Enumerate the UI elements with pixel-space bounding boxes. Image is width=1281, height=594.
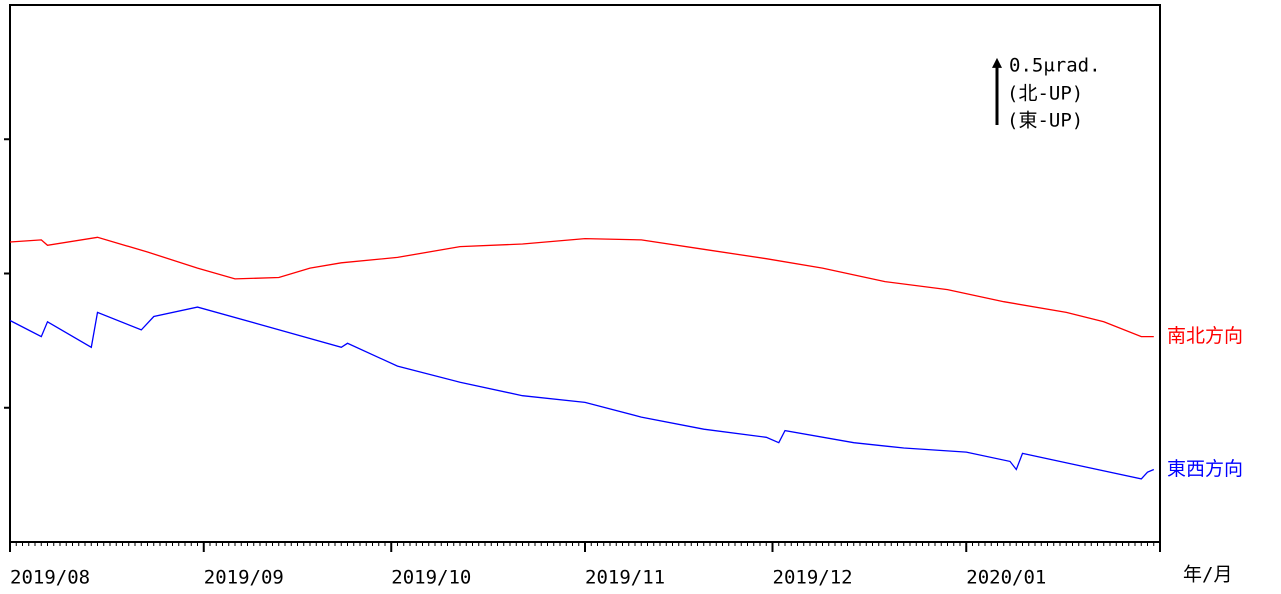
series-line (9, 236, 1154, 338)
scale-label: 0.5μrad. (1009, 54, 1101, 76)
x-tick-label: 2019/11 (585, 567, 665, 589)
series-line (9, 306, 1155, 480)
annotation: (北-UP) (1007, 82, 1083, 104)
scale-arrowhead (992, 57, 1002, 68)
x-axis-label: 年/月 (1183, 564, 1232, 586)
x-tick-label: 2019/12 (773, 567, 853, 589)
annotation: (東-UP) (1007, 109, 1083, 131)
series-label: 南北方向 (1167, 325, 1243, 347)
x-tick-label: 2019/09 (204, 567, 284, 589)
series-label: 東西方向 (1167, 458, 1243, 480)
plot-frame (9, 4, 1161, 543)
x-tick-label: 2020/01 (966, 567, 1046, 589)
x-tick-label: 2019/10 (391, 567, 471, 589)
x-tick-label: 2019/08 (10, 567, 90, 589)
